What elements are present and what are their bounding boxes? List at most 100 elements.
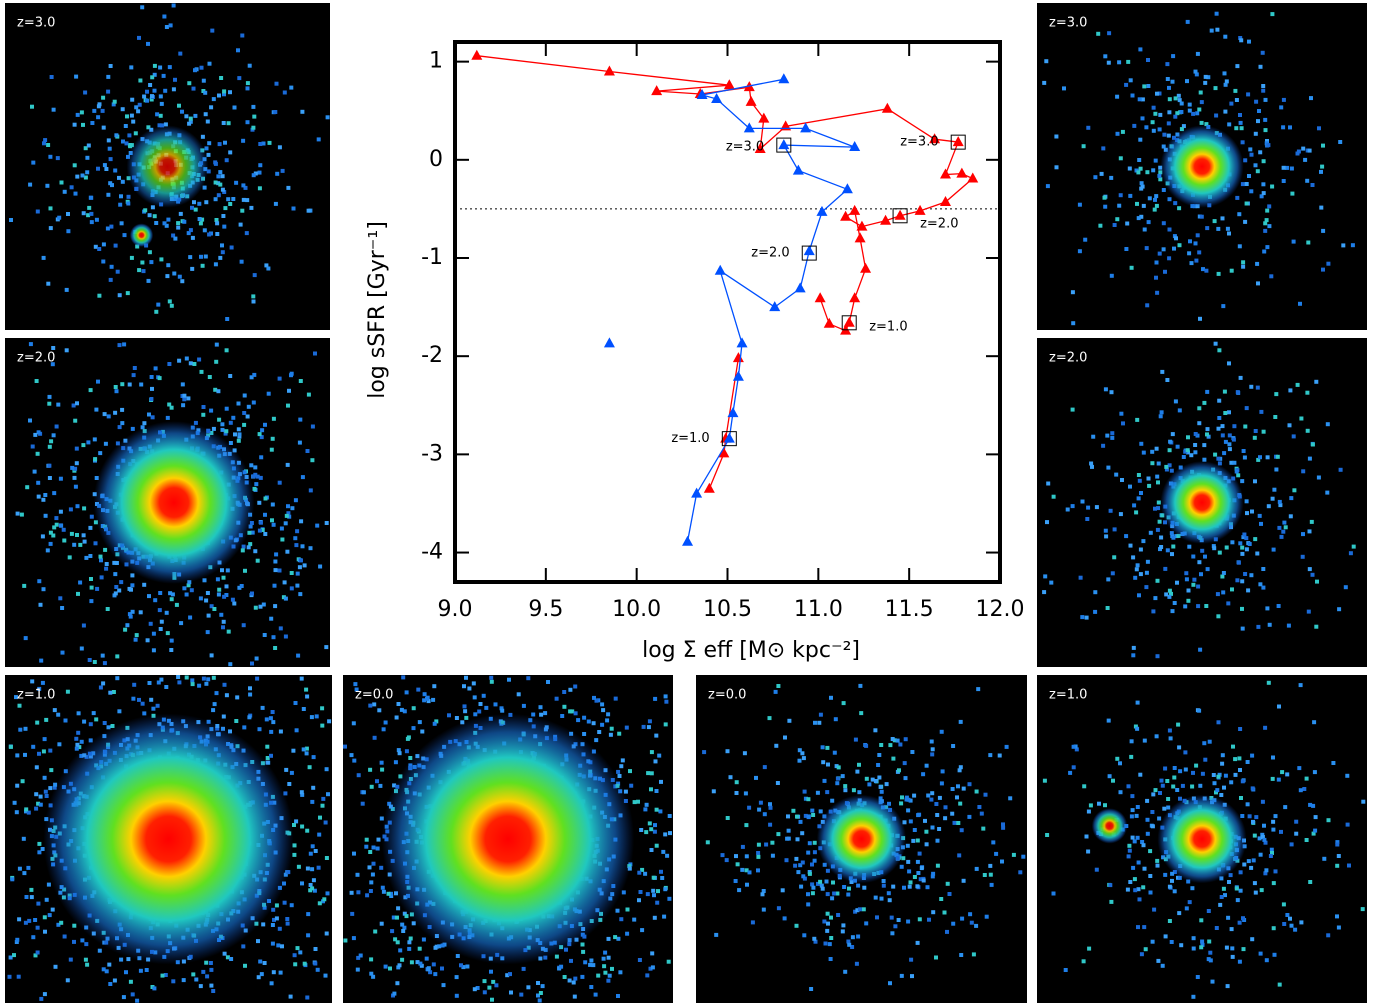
pixel (89, 577, 93, 581)
pixel (1138, 47, 1143, 52)
pixel (603, 970, 608, 975)
marker (758, 112, 770, 123)
pixel (35, 925, 40, 930)
pixel (464, 675, 468, 680)
pixel (53, 782, 58, 787)
pixel (1347, 863, 1351, 868)
pixel (205, 119, 210, 124)
pixel (343, 744, 347, 749)
pixel (521, 966, 526, 971)
pixel (230, 597, 235, 602)
image-panel: z=3.0 (5, 3, 330, 330)
pixel (1224, 79, 1229, 84)
pixel (662, 914, 667, 919)
pixel (379, 921, 384, 926)
pixel (120, 421, 125, 426)
pixel (44, 794, 49, 798)
pixel (222, 951, 227, 956)
pixel (182, 393, 187, 398)
pixel (94, 717, 99, 722)
pixel (1148, 530, 1153, 535)
pixel (287, 782, 292, 786)
pixel (310, 886, 315, 891)
pixel (122, 233, 127, 238)
pixel (956, 784, 960, 789)
pixel (96, 166, 100, 171)
pixel (1173, 114, 1178, 119)
pixel (974, 789, 979, 794)
marker (682, 535, 694, 546)
pixel (250, 530, 255, 535)
pixel (702, 750, 707, 755)
pixel (1246, 859, 1251, 864)
pixel (645, 973, 650, 978)
pixel (835, 891, 840, 896)
pixel (104, 969, 109, 974)
pixel (318, 815, 322, 820)
pixel (99, 575, 104, 580)
pixel (394, 715, 399, 720)
pixel (1163, 520, 1167, 525)
pixel (1128, 193, 1133, 198)
pixel (1137, 897, 1142, 902)
pixel (130, 426, 135, 431)
pixel (131, 373, 136, 378)
pixel (1167, 448, 1172, 453)
pixel (606, 712, 611, 717)
pixel (1127, 166, 1132, 171)
pixel (1214, 926, 1219, 930)
pixel (1146, 220, 1151, 225)
pixel (1177, 911, 1182, 916)
pixel (98, 451, 103, 456)
pixel (1177, 408, 1182, 413)
pixel (1148, 849, 1153, 854)
pixel (1297, 766, 1302, 771)
pixel (1322, 856, 1327, 861)
pixel (171, 979, 176, 984)
marker (745, 95, 757, 106)
pixel (930, 825, 935, 830)
pixel (255, 474, 260, 479)
pixel (1197, 250, 1202, 255)
marker (856, 220, 868, 231)
pixel (1203, 74, 1208, 79)
pixel (663, 722, 668, 727)
pixel (1319, 205, 1324, 210)
annotation-box (950, 134, 966, 150)
pixel (1162, 806, 1167, 811)
pixel (659, 869, 663, 874)
pixel (1202, 457, 1207, 462)
annotation: z=3.0 (900, 135, 938, 150)
pixel (1240, 814, 1245, 818)
pixel (378, 783, 383, 788)
image-panel: z=2.0 (5, 338, 330, 667)
pixel (1144, 585, 1149, 590)
pixel (930, 874, 935, 879)
pixel (647, 719, 652, 724)
pixel (1239, 38, 1244, 43)
pixel (272, 917, 276, 922)
pixel (653, 823, 657, 828)
marker (792, 164, 804, 175)
pixel (773, 689, 778, 694)
pixel (109, 264, 114, 269)
pixel (163, 973, 168, 977)
pixel (640, 867, 645, 872)
pixel (1150, 120, 1155, 125)
pixel (275, 171, 280, 176)
pixel (586, 719, 591, 724)
pixel (257, 727, 262, 732)
pixel (1237, 920, 1242, 925)
pixel (261, 602, 266, 607)
pixel (1217, 461, 1222, 466)
pixel (36, 901, 41, 906)
pixel (289, 903, 294, 908)
pixel (42, 737, 47, 742)
pixel (921, 772, 926, 777)
pixel (1279, 829, 1283, 834)
pixel (1205, 427, 1210, 432)
pixel (1130, 835, 1135, 840)
pixel (178, 51, 183, 56)
pixel (1229, 101, 1234, 106)
pixel (23, 636, 28, 641)
